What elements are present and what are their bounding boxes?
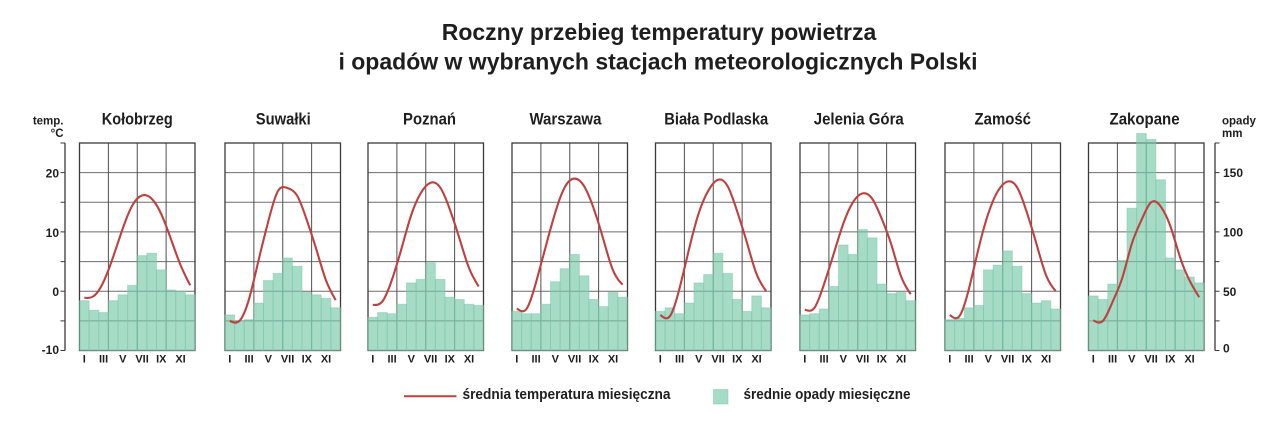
svg-text:temp.: temp. [33, 116, 64, 128]
svg-text:I: I [803, 354, 806, 366]
svg-text:I: I [228, 354, 231, 366]
svg-text:I: I [1092, 354, 1095, 366]
svg-text:V: V [695, 354, 703, 366]
svg-text:VII: VII [568, 354, 581, 366]
svg-text:VII: VII [135, 354, 148, 366]
svg-text:III: III [531, 354, 540, 366]
svg-text:V: V [985, 354, 993, 366]
svg-text:V: V [265, 354, 273, 366]
svg-text:0: 0 [1223, 342, 1230, 356]
svg-text:średnie opady miesięczne: średnie opady miesięczne [744, 386, 911, 403]
svg-text:III: III [244, 354, 253, 366]
svg-text:VII: VII [711, 354, 724, 366]
svg-text:opady: opady [1222, 116, 1256, 128]
svg-text:100: 100 [1223, 226, 1243, 240]
svg-text:Zakopane: Zakopane [1110, 110, 1180, 128]
svg-text:I: I [948, 354, 951, 366]
svg-text:VII: VII [1144, 354, 1157, 366]
svg-text:III: III [819, 354, 828, 366]
svg-text:IX: IX [877, 354, 888, 366]
svg-text:IX: IX [589, 354, 600, 366]
svg-text:Warszawa: Warszawa [529, 110, 602, 128]
svg-text:I: I [659, 354, 662, 366]
svg-text:VII: VII [1001, 354, 1014, 366]
svg-text:XI: XI [751, 354, 761, 366]
svg-text:XI: XI [608, 354, 618, 366]
svg-text:IX: IX [1022, 354, 1033, 366]
svg-text:IX: IX [1165, 354, 1176, 366]
svg-text:Jelenia Góra: Jelenia Góra [814, 110, 905, 128]
svg-text:-10: -10 [42, 343, 60, 357]
svg-text:150: 150 [1223, 166, 1243, 180]
svg-text:10: 10 [46, 226, 60, 240]
svg-text:XI: XI [896, 354, 906, 366]
svg-text:°C: °C [51, 128, 64, 140]
svg-text:20: 20 [46, 167, 60, 181]
svg-text:III: III [1108, 354, 1117, 366]
svg-text:50: 50 [1223, 285, 1237, 299]
svg-text:XI: XI [175, 354, 185, 366]
svg-text:VII: VII [281, 354, 294, 366]
svg-text:III: III [675, 354, 684, 366]
svg-text:Roczny przebieg temperatury po: Roczny przebieg temperatury powietrza [442, 19, 877, 45]
svg-text:mm: mm [1222, 128, 1242, 140]
svg-text:Biała Podlaska: Biała Podlaska [664, 110, 769, 128]
svg-text:Zamość: Zamość [975, 110, 1032, 128]
svg-text:V: V [840, 354, 848, 366]
svg-text:XI: XI [321, 354, 331, 366]
svg-text:IX: IX [732, 354, 743, 366]
svg-text:IX: IX [445, 354, 456, 366]
svg-text:IX: IX [302, 354, 313, 366]
svg-text:Kołobrzeg: Kołobrzeg [102, 110, 173, 128]
svg-text:I: I [83, 354, 86, 366]
svg-text:VII: VII [424, 354, 437, 366]
svg-text:V: V [119, 354, 127, 366]
svg-text:III: III [964, 354, 973, 366]
svg-text:V: V [552, 354, 560, 366]
svg-text:XI: XI [1184, 354, 1194, 366]
svg-text:I: I [371, 354, 374, 366]
svg-text:I: I [515, 354, 518, 366]
svg-text:IX: IX [156, 354, 167, 366]
svg-text:V: V [408, 354, 416, 366]
svg-text:VII: VII [856, 354, 869, 366]
svg-text:V: V [1128, 354, 1136, 366]
svg-text:średnia temperatura miesięczna: średnia temperatura miesięczna [463, 386, 672, 403]
svg-text:III: III [387, 354, 396, 366]
svg-text:Poznań: Poznań [403, 110, 456, 128]
svg-text:XI: XI [464, 354, 474, 366]
svg-text:III: III [99, 354, 108, 366]
svg-text:i opadów w wybranych stacjach: i opadów w wybranych stacjach meteorolog… [338, 49, 977, 75]
svg-text:XI: XI [1041, 354, 1051, 366]
svg-text:Suwałki: Suwałki [256, 110, 311, 128]
svg-text:0: 0 [52, 285, 59, 299]
